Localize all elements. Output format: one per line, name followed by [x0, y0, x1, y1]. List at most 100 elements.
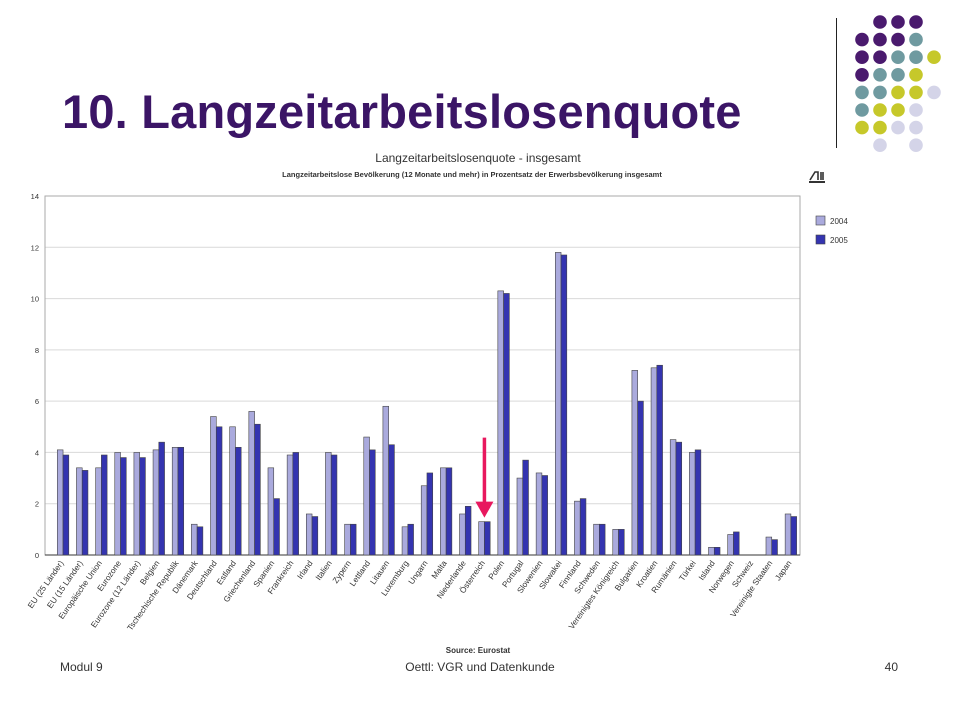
decorative-dot [909, 103, 923, 117]
bar-2004 [784, 513, 792, 556]
decorative-dot [891, 15, 905, 29]
bar-2005 [62, 454, 70, 556]
x-axis: EU (25 Länder)EU (15 Länder)Europäische … [26, 558, 794, 632]
bar-2004 [325, 452, 332, 556]
highlight-arrow-icon [475, 437, 494, 518]
bar-2005 [407, 523, 414, 556]
y-axis: 0 2 4 6 8 10 12 14 [31, 192, 39, 560]
x-tick-label: Polen [487, 559, 507, 582]
decorative-dot [909, 85, 923, 100]
bar-2004 [286, 454, 294, 556]
bar-2005 [579, 498, 587, 556]
bar-2005 [81, 470, 89, 556]
bar-2004 [765, 536, 773, 556]
footer-author: Oettl: VGR und Datenkunde [405, 660, 555, 674]
decorative-dot [891, 103, 905, 117]
bar-2005 [790, 516, 797, 556]
bar-2005 [350, 523, 357, 556]
bar-2005 [139, 457, 146, 556]
bar-2004 [363, 436, 370, 556]
bar-2004 [267, 467, 275, 556]
decorative-dot [873, 32, 887, 47]
bar-2004 [516, 477, 524, 556]
y-tick-label: 14 [31, 192, 39, 201]
bar-2005 [484, 521, 491, 556]
bar-2005 [713, 547, 721, 556]
x-tick-label: Malta [430, 559, 449, 581]
bar-2004 [382, 405, 389, 556]
bar-2004 [229, 426, 236, 556]
decorative-dot [873, 120, 887, 135]
decorative-dot [891, 68, 905, 82]
bar-2005 [503, 293, 510, 556]
eurostat-logo-icon [809, 171, 825, 183]
bar-2004 [248, 411, 255, 556]
y-tick-label: 2 [35, 500, 39, 509]
x-tick-label: Lettland [348, 559, 372, 588]
bar-2005 [637, 400, 644, 556]
legend-label-2004: 2004 [830, 217, 848, 226]
bars [56, 252, 797, 556]
decorative-dot [873, 85, 887, 100]
decorative-dot [855, 32, 869, 47]
bar-2004 [420, 485, 428, 556]
bar-2004 [612, 529, 619, 556]
bar-2005 [599, 523, 606, 556]
bar-2004 [401, 526, 409, 556]
x-tick-label: Ungarn [407, 559, 430, 587]
bar-2004 [497, 290, 504, 556]
bar-2005 [177, 446, 185, 556]
y-tick-label: 0 [35, 551, 39, 560]
decorative-dot [891, 120, 905, 135]
legend-swatch-2005 [815, 234, 826, 245]
x-tick-label: Irland [296, 559, 315, 581]
bar-2004 [727, 534, 734, 556]
y-tick-label: 12 [31, 243, 39, 252]
decorative-dot [855, 68, 869, 82]
bar-2005 [656, 364, 663, 556]
bar-2004 [133, 452, 140, 556]
bar-2005 [273, 498, 280, 556]
bar-chart: Langzeitarbeitslosenquote - insgesamt La… [26, 151, 848, 655]
y-tick-label: 4 [35, 448, 39, 457]
decorative-dot [891, 50, 905, 64]
bar-2004 [171, 446, 179, 556]
bar-2005 [196, 526, 204, 556]
bar-2005 [215, 426, 223, 556]
legend-swatch-2004 [815, 215, 826, 226]
chart-source: Source: Eurostat [446, 646, 511, 655]
bar-2004 [56, 449, 64, 556]
decorative-dot [909, 68, 923, 82]
bar-2005 [120, 457, 127, 556]
decorative-dot [909, 15, 923, 29]
page-title: 10. Langzeitarbeitslosenquote [62, 85, 742, 138]
title-divider [836, 18, 837, 148]
bar-2004 [478, 521, 485, 556]
footer-module: Modul 9 [60, 660, 103, 674]
y-tick-label: 6 [35, 397, 39, 406]
x-tick-label: Türkei [677, 559, 698, 583]
bar-2005 [388, 444, 395, 556]
decorative-dot [891, 85, 905, 100]
y-tick-label: 10 [31, 295, 39, 304]
bar-2004 [535, 472, 543, 556]
bar-2004 [650, 367, 658, 556]
bar-2005 [235, 446, 242, 556]
y-tick-label: 8 [35, 346, 39, 355]
legend-label-2005: 2005 [830, 236, 848, 245]
bar-2005 [464, 505, 472, 556]
bar-2004 [76, 467, 83, 556]
bar-2004 [95, 467, 102, 556]
bar-2005 [369, 449, 376, 556]
bar-2005 [522, 459, 529, 556]
decorative-dot [873, 50, 887, 64]
decorative-dot [855, 50, 869, 64]
arrow-head [475, 501, 494, 518]
decorative-dot [855, 120, 869, 135]
decorative-dot [891, 32, 905, 47]
chart-title: Langzeitarbeitslosenquote - insgesamt [375, 151, 581, 165]
bar-2005 [101, 454, 108, 556]
bar-2004 [669, 439, 677, 556]
bar-2004 [574, 500, 581, 556]
bar-2004 [689, 452, 696, 556]
